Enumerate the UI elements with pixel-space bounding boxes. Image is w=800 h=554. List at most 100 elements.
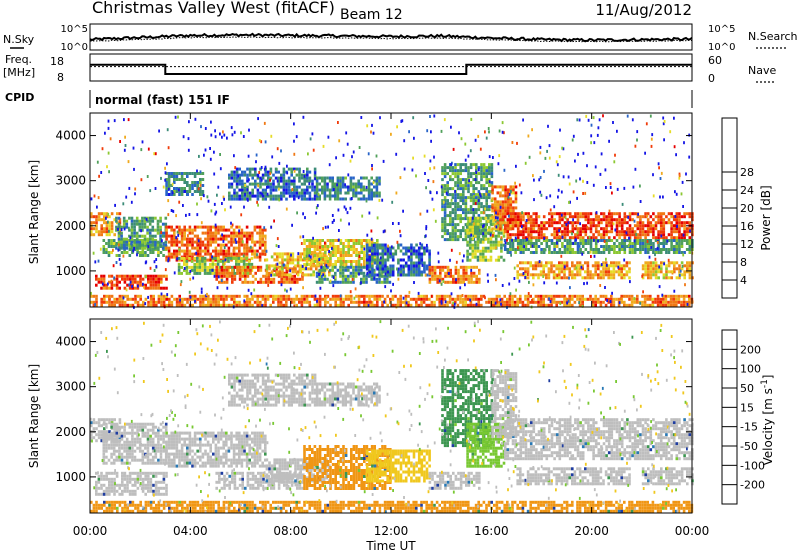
heatmap-cell-22 [165,172,168,175]
heatmap-cell-11 [446,268,450,272]
heatmap-cell-19 [162,300,166,304]
heatmap-cell-3 [122,222,126,226]
heatmap-cell-15 [610,212,614,216]
heatmap-cell-19 [383,300,387,304]
heatmap-cell-13 [479,255,482,259]
heatmap-speckle [302,212,304,216]
heatmap-cell-16 [662,239,666,242]
heatmap-cell-20 [235,176,239,180]
heatmap-cell-11 [441,265,445,269]
heatmap-cell-17 [620,276,623,280]
heatmap-cell-11 [444,280,447,284]
heatmap-cell-7 [265,267,269,271]
heatmap-cell-3 [135,219,139,223]
heatmap-cell-12 [451,235,455,239]
heatmap-cell-8 [308,263,311,266]
heatmap-cell-19 [298,297,301,301]
heatmap-cell-12 [443,190,447,194]
heatmap-cell-16 [652,248,655,251]
heatmap-cell-19 [685,294,688,298]
heatmap-cell-1 [154,280,158,284]
nsky-series-line [89,32,693,43]
heatmap-cell-15 [628,233,632,237]
heatmap-cell-15 [594,236,598,240]
heatmap-cell-20 [235,173,239,177]
heatmap-cell-16 [597,248,601,251]
heatmap-cell-3 [141,222,144,226]
heatmap-cell-19 [555,294,558,298]
heatmap-cell-15 [618,230,621,234]
heatmap-cell-14 [499,221,502,225]
heatmap-cell-19 [282,294,285,298]
heatmap-cell-0 [108,215,111,219]
heatmap-cell-3 [133,228,136,232]
heatmap-cell-19 [222,303,226,307]
heatmap-cell-13 [502,258,506,262]
heatmap-cell-4 [206,249,210,253]
heatmap-cell-19 [225,297,228,301]
heatmap-cell-19 [365,300,369,304]
heatmap-cell-19 [220,297,223,301]
heatmap-cell-19 [277,300,280,304]
heatmap-cell-6 [241,268,244,272]
heatmap-cell-19 [615,297,618,301]
heatmap-cell-16 [607,239,611,242]
heatmap-speckle [569,286,571,290]
heatmap-cell-20 [287,179,291,183]
heatmap-cell-8 [331,263,335,266]
heatmap-cell-19 [360,300,363,304]
heatmap-cell-12 [456,208,460,212]
heatmap-cell-2 [162,245,165,248]
heatmap-cell-16 [646,245,650,248]
heatmap-cell-6 [238,274,242,278]
heatmap-speckle [378,198,381,202]
heatmap-cell-5 [216,262,220,266]
heatmap-cell-0 [95,230,98,234]
heatmap-cell-17 [610,261,613,265]
heatmap-cell-9 [373,271,376,275]
heatmap-cell-6 [296,280,299,284]
heatmap-cell-4 [225,243,228,247]
heatmap-cell-14 [493,227,497,231]
heatmap-cell-4 [212,240,215,244]
heatmap-cell-4 [209,234,212,238]
heatmap-cell-19 [641,294,644,298]
heatmap-cell-5 [216,265,220,269]
heatmap-cell-13 [489,219,493,223]
heatmap-cell-20 [254,167,257,171]
heatmap-cell-16 [542,251,546,254]
heatmap-speckle [450,292,453,296]
heatmap-speckle [145,275,147,279]
heatmap-cell-20 [230,185,234,189]
heatmap-cell-7 [276,255,279,259]
heatmap-cell-8 [339,239,343,242]
heatmap-cell-11 [472,280,476,284]
heatmap-cell-3 [159,240,162,244]
heatmap-cell-10 [373,246,377,250]
heatmap-cell-19 [155,303,158,307]
heatmap-cell-3 [122,246,126,250]
heatmap-speckle [593,141,596,145]
heatmap-cell-12 [464,223,468,227]
heatmap-cell-16 [633,248,637,251]
heatmap-cell-7 [299,264,302,268]
heatmap-cell-19 [643,300,647,304]
heatmap-cell-14 [496,206,500,210]
heatmap-cell-6 [251,265,255,269]
heatmap-cell-15 [545,221,549,225]
heatmap-cell-1 [136,280,140,284]
heatmap-cell-8 [305,260,309,263]
heatmap-cell-6 [215,271,218,275]
heatmap-cell-21 [315,188,319,192]
heatmap-cell-5 [193,271,196,275]
heatmap-cell-11 [428,265,432,269]
heatmap-cell-19 [191,297,194,301]
heatmap-cell-10 [378,264,382,268]
heatmap-cell-22 [170,175,173,178]
heatmap-cell-19 [233,300,236,304]
heatmap-cell-5 [180,271,183,275]
heatmap-cell-20 [290,191,293,195]
heatmap-cell-17 [558,276,561,280]
heatmap-cell-16 [589,242,593,245]
heatmap-cell-13 [466,258,469,262]
